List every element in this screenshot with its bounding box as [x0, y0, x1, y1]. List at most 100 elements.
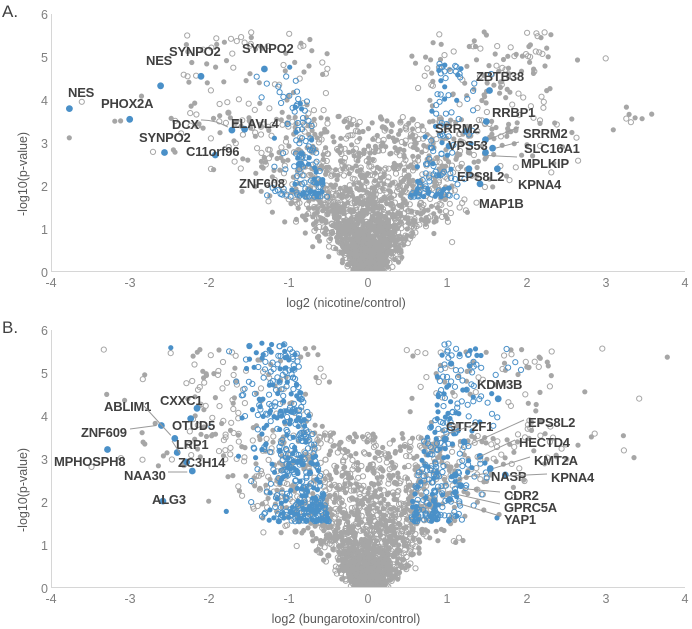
gene-label-srrm2: SRRM2 [435, 121, 480, 136]
gene-label-znf609: ZNF609 [81, 425, 127, 440]
hit-point-kpna4 [494, 165, 501, 173]
hit-point-otud5 [187, 415, 195, 422]
gene-label-zc3h14: ZC3H14 [178, 455, 226, 470]
gene-label-gtf2f1: GTF2F1 [446, 419, 494, 434]
x-tick: 1 [443, 592, 451, 606]
y-tick: 0 [41, 582, 48, 596]
panel-b-x-axis-title: log2 (bungarotoxin/control) [271, 612, 421, 626]
hit-point-nes [157, 82, 164, 90]
gene-label-cxxc1: CXXC1 [160, 393, 203, 408]
hit-point-eps8l2 [465, 165, 473, 173]
panel-b-y-ticks: 6 5 4 3 2 1 0 [14, 316, 48, 606]
y-tick: 4 [41, 94, 48, 108]
gene-label-eps8l2: EPS8L2 [457, 169, 505, 184]
panel-a-scatter-canvas [52, 14, 685, 271]
gene-label-synpo2: SYNPO2 [169, 44, 221, 59]
x-tick: 0 [364, 276, 372, 290]
hit-point-gprc5a [452, 489, 459, 496]
panel-a-y-ticks: 6 5 4 3 2 1 0 [14, 0, 48, 290]
panel-b-letter: B. [2, 318, 19, 337]
gene-label-zbtb38: ZBTB38 [476, 69, 524, 84]
hit-point-phox2a [126, 115, 134, 123]
hit-point-mplkip [482, 149, 489, 156]
panel-b-x-ticks: -4 -3 -2 -1 0 1 2 3 4 [0, 592, 692, 612]
gene-label-elavl4: ELAVL4 [231, 116, 279, 131]
gene-label-kmt2a: KMT2A [534, 453, 578, 468]
hit-point-mphosph8 [104, 446, 111, 453]
hit-point-znf609 [158, 422, 165, 429]
gene-label-nasp: NASP [491, 469, 527, 484]
gene-label-naa30: NAA30 [124, 468, 166, 483]
hit-point-nasp [452, 471, 459, 479]
gene-label-ablim1: ABLIM1 [104, 399, 152, 414]
hit-point-srrm2 [462, 128, 470, 135]
gene-label-slc16a1: SLC16A1 [524, 141, 580, 156]
y-tick: 4 [41, 410, 48, 424]
hit-point-alg3 [159, 497, 167, 505]
hit-point-znf608 [295, 160, 303, 168]
y-tick: 1 [41, 539, 48, 553]
gene-label-yap1: YAP1 [504, 512, 536, 527]
x-tick: 4 [681, 592, 689, 606]
hit-point-c11orf96 [211, 151, 219, 159]
x-tick: -4 [45, 276, 57, 290]
hit-point-nes [66, 105, 73, 112]
gene-label-synpo2: SYNPO2 [242, 41, 294, 56]
panel-b: B. -log10(p-value) 6 5 4 3 2 1 0 -4 -3 -… [0, 316, 692, 629]
x-tick: -2 [203, 592, 215, 606]
x-tick: 3 [602, 592, 610, 606]
panel-a-letter: A. [2, 2, 19, 21]
hit-point-synpo2 [261, 65, 268, 73]
gene-label-otud5: OTUD5 [172, 418, 216, 433]
y-tick: 1 [41, 223, 48, 237]
gene-label-nes: NES [68, 85, 95, 100]
y-tick: 2 [41, 180, 48, 194]
x-tick: -4 [45, 592, 57, 606]
hit-point-slc16a1 [489, 144, 496, 152]
y-tick: 6 [41, 8, 48, 22]
hit-point-ablim1 [171, 435, 179, 442]
hit-point-gtf2f1 [441, 435, 449, 443]
gene-label-phox2a: PHOX2A [101, 96, 154, 111]
gene-label-eps8l2: EPS8L2 [528, 415, 576, 430]
gene-label-synpo2: SYNPO2 [139, 130, 191, 145]
gene-label-vps53: VPS53 [448, 138, 488, 153]
x-tick: 1 [443, 276, 451, 290]
hit-point-naa30 [188, 467, 196, 475]
gene-label-mphosph8: MPHOSPH8 [54, 454, 126, 469]
panel-a-plot-area [51, 14, 685, 272]
panel-a-x-ticks: -4 -3 -2 -1 0 1 2 3 4 [0, 276, 692, 296]
hit-point-srrm2 [482, 136, 489, 143]
hit-point-dcx [228, 126, 236, 134]
gene-label-hectd4: HECTD4 [519, 435, 570, 450]
gene-label-lrp1: LRP1 [176, 437, 209, 452]
hit-point-vps53 [445, 142, 453, 150]
panel-b-scatter-canvas [52, 330, 685, 587]
gene-label-mplkip: MPLKIP [521, 156, 569, 171]
gene-label-alg3: ALG3 [152, 492, 186, 507]
x-tick: 0 [364, 592, 372, 606]
hit-point-kdm3b [494, 395, 502, 403]
hit-point-zc3h14 [183, 458, 191, 466]
gene-label-gprc5a: GPRC5A [504, 500, 557, 515]
panel-a-x-axis-title: log2 (nicotine/control) [286, 296, 406, 310]
gene-label-kpna4: KPNA4 [551, 470, 595, 485]
hit-point-cxxc1 [193, 404, 201, 412]
y-tick: 0 [41, 266, 48, 280]
hit-point-synpo2 [197, 72, 205, 80]
gene-label-rrbp1: RRBP1 [492, 105, 536, 120]
panel-b-plot-area [51, 330, 685, 588]
x-tick: 4 [681, 276, 689, 290]
hit-point-cdr2 [457, 482, 465, 490]
hit-point-hectd4 [476, 453, 484, 460]
y-tick: 3 [41, 137, 48, 151]
y-tick: 5 [41, 51, 48, 65]
x-tick: -2 [203, 276, 215, 290]
hit-point-elavl4 [241, 125, 249, 133]
gene-label-cdr2: CDR2 [504, 488, 539, 503]
hit-point-eps8l2 [460, 438, 468, 446]
x-tick: 2 [523, 276, 531, 290]
panel-a: A. -log10(p-value) 6 5 4 3 2 1 0 -4 -3 -… [0, 0, 692, 310]
gene-label-map1b: MAP1B [479, 196, 524, 211]
